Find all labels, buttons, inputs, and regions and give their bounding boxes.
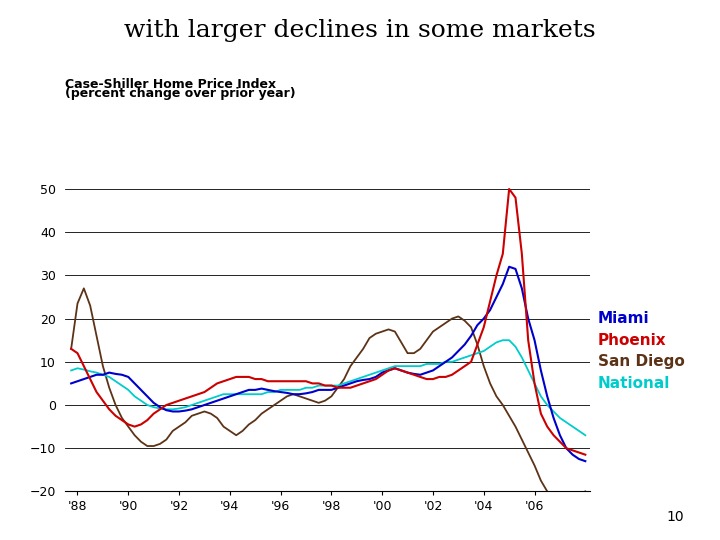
Text: Phoenix: Phoenix [598, 333, 666, 348]
Text: with larger declines in some markets: with larger declines in some markets [124, 19, 596, 42]
Text: Miami: Miami [598, 311, 649, 326]
Text: National: National [598, 376, 670, 391]
Text: Case-Shiller Home Price Index: Case-Shiller Home Price Index [65, 78, 276, 91]
Text: 10: 10 [667, 510, 684, 524]
Text: (percent change over prior year): (percent change over prior year) [65, 87, 295, 100]
Text: San Diego: San Diego [598, 354, 684, 369]
